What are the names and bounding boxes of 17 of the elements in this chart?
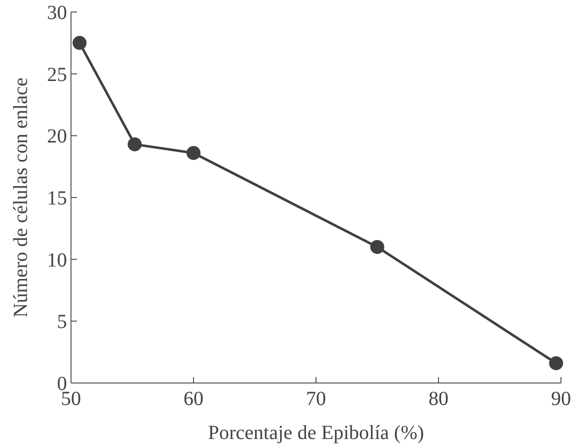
x-tick-label: 90 — [551, 388, 571, 410]
point — [370, 240, 384, 254]
x-tick-label: 70 — [306, 388, 326, 410]
y-tick-label: 5 — [57, 311, 67, 334]
point — [72, 36, 87, 50]
point — [186, 146, 200, 160]
y-tick-label: 30 — [47, 2, 67, 24]
x-axis-title: Porcentaje de Epibolía (%) — [208, 422, 424, 444]
point — [549, 356, 564, 370]
x-tick-label: 80 — [428, 388, 448, 410]
y-tick-label: 25 — [47, 64, 67, 86]
y-tick-label: 15 — [47, 188, 67, 210]
y-tick-label: 10 — [47, 249, 67, 272]
x-tick-label: 60 — [184, 388, 204, 410]
y-axis-title: Número de células con enlace — [10, 77, 32, 318]
y-tick-label: 20 — [47, 126, 67, 148]
point — [128, 137, 142, 152]
